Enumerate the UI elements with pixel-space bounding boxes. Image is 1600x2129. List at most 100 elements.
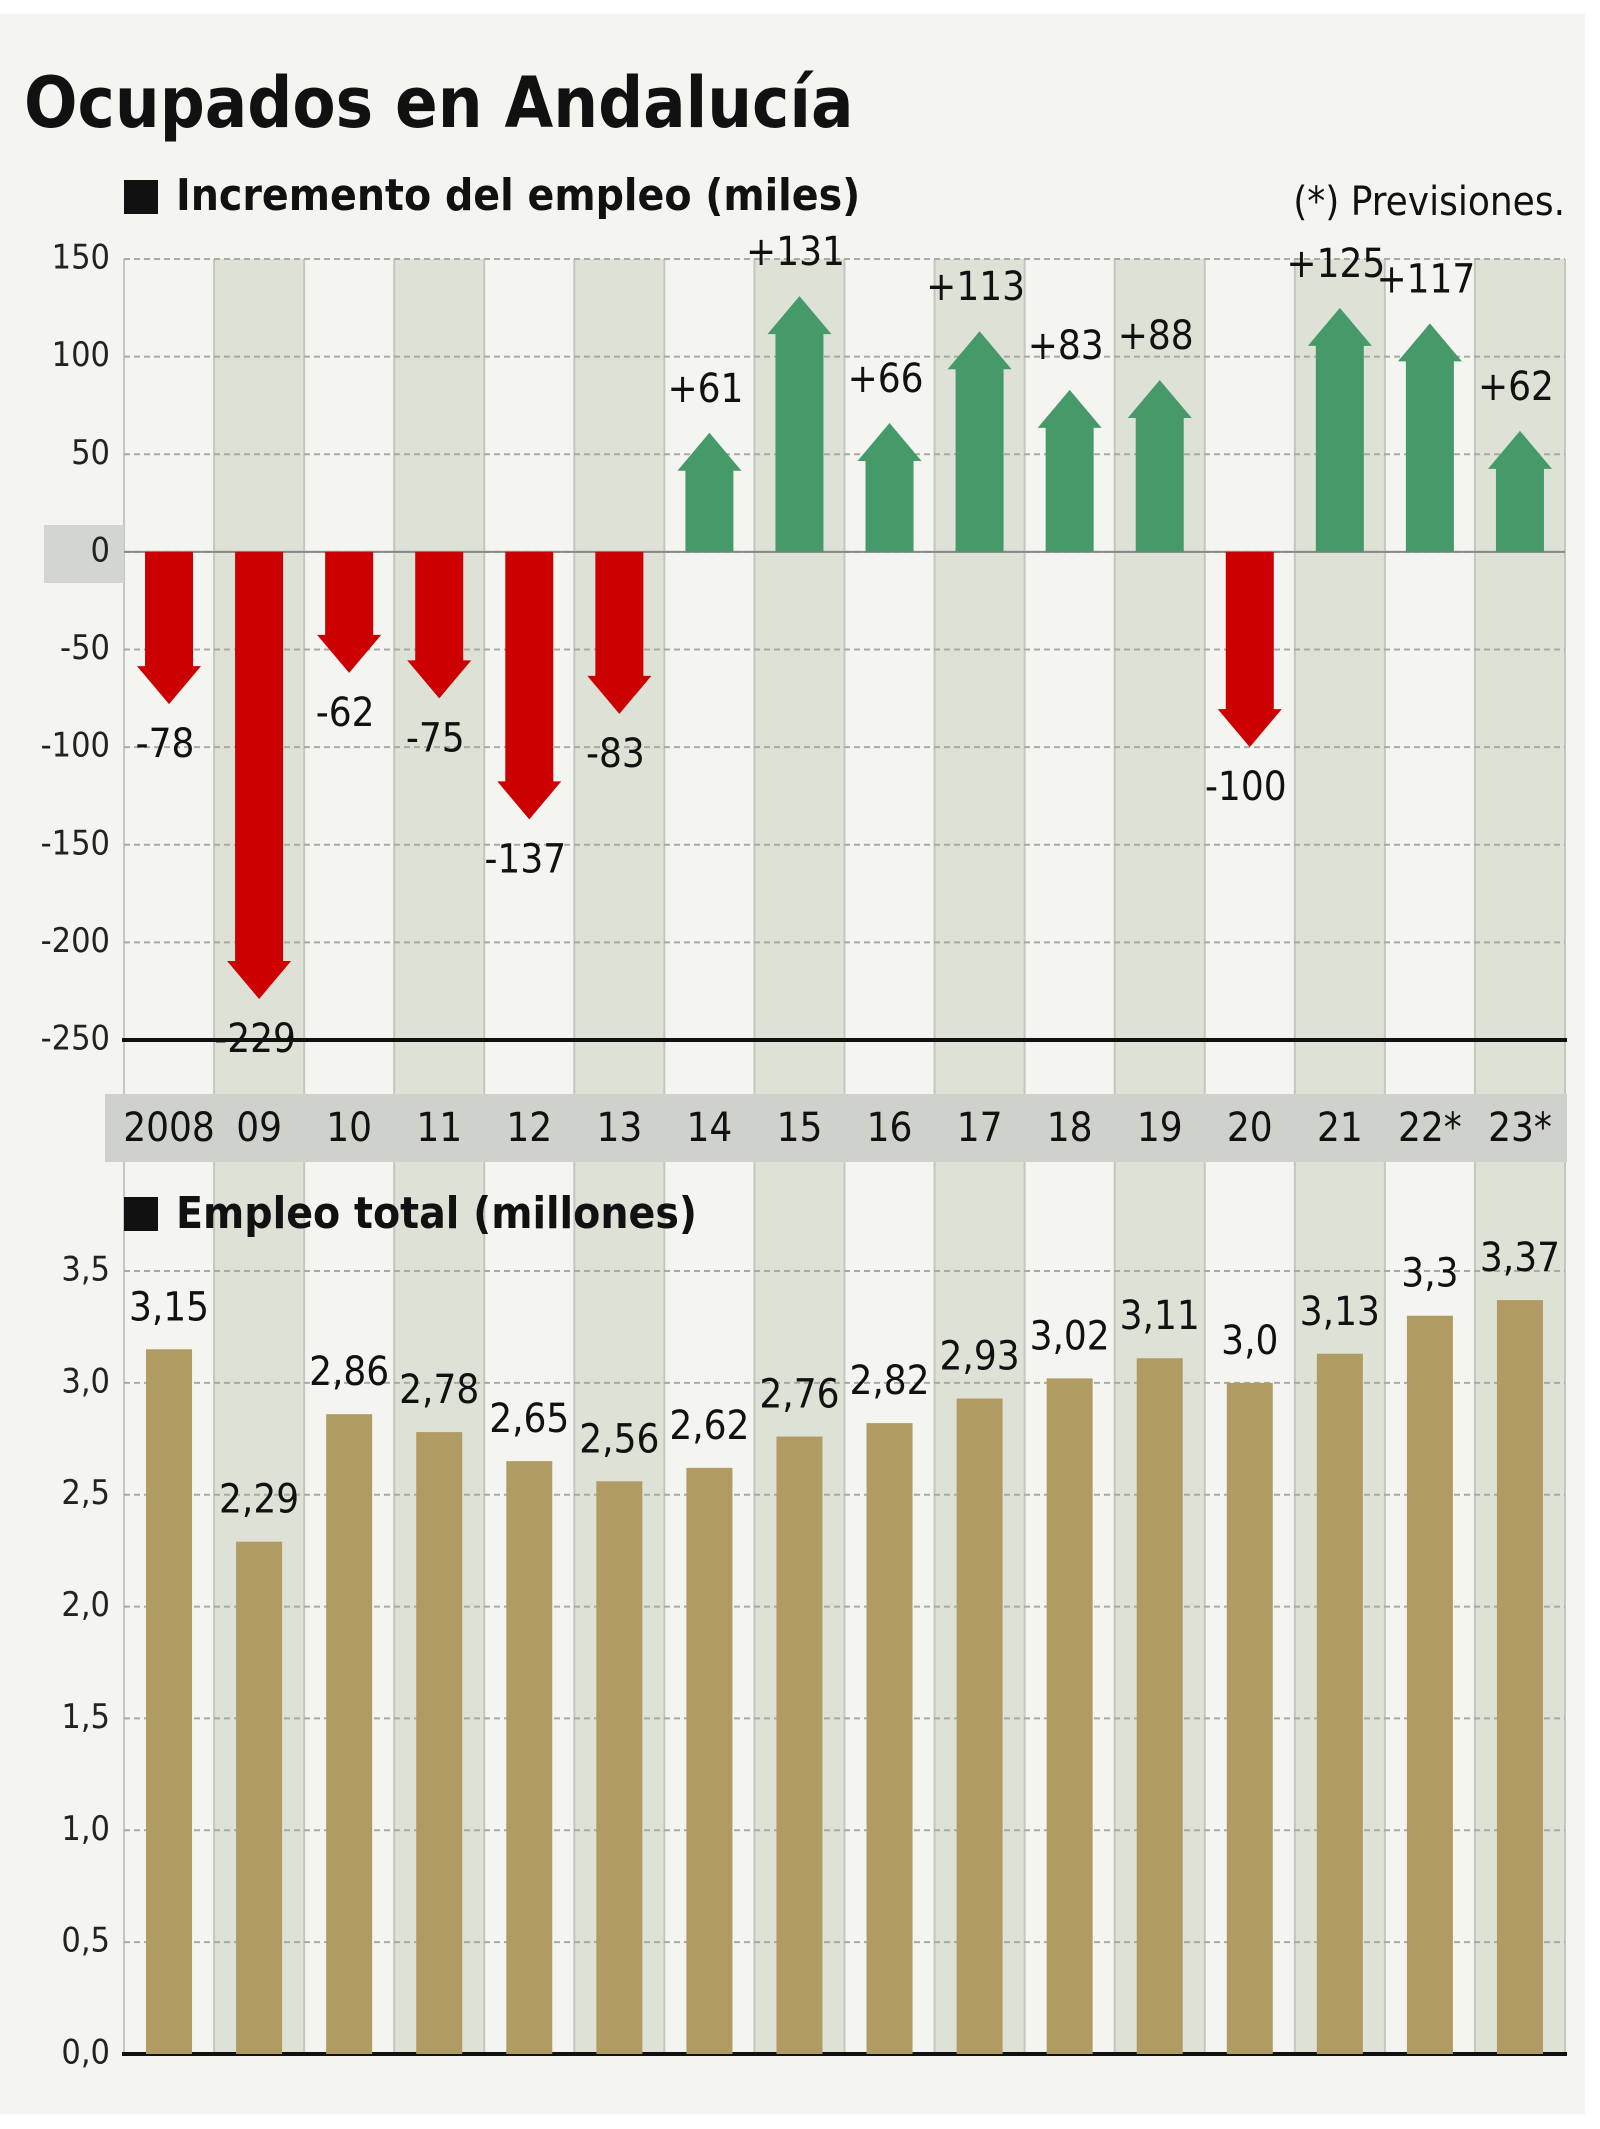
y-tick-label: 1,0	[61, 1809, 110, 1849]
x-tick-label: 16	[867, 1105, 913, 1151]
bar	[416, 1432, 463, 2054]
title: Ocupados en Andalucía	[24, 62, 853, 144]
bar	[956, 1398, 1003, 2054]
y-tick-label: 2,5	[61, 1473, 110, 1513]
bar	[146, 1349, 193, 2054]
x-tick-label: 12	[506, 1105, 552, 1151]
y-tick-label: -100	[41, 726, 110, 766]
value-label: 3,0	[1221, 1318, 1278, 1364]
y-tick-label: 3,0	[61, 1361, 110, 1401]
x-tick-label: 21	[1317, 1105, 1363, 1151]
x-tick-label: 13	[596, 1105, 642, 1151]
bar	[1136, 1358, 1183, 2054]
bar	[236, 1541, 283, 2054]
arrow	[407, 551, 472, 699]
y-tick-label: 3,5	[61, 1250, 110, 1290]
x-tick-label: 10	[326, 1105, 372, 1151]
y-tick-label: 150	[52, 238, 110, 278]
value-label: -137	[484, 836, 566, 882]
value-label: +88	[1118, 313, 1194, 359]
zero-highlight	[44, 525, 124, 583]
arrow	[767, 296, 832, 552]
category-band	[105, 1094, 1567, 1162]
x-tick-label: 19	[1137, 1105, 1183, 1151]
x-tick-label: 18	[1047, 1105, 1093, 1151]
arrow	[137, 551, 202, 705]
bar	[1316, 1353, 1363, 2054]
value-label: +125	[1286, 241, 1385, 287]
x-tick-label: 09	[236, 1105, 282, 1151]
y-tick-label: 0,5	[61, 1921, 110, 1961]
y-tick-label: -150	[41, 823, 110, 863]
bar	[866, 1423, 913, 2054]
value-label: 2,56	[579, 1416, 659, 1462]
value-label: 2,78	[399, 1367, 479, 1413]
value-label: +62	[1478, 364, 1554, 410]
value-label: +113	[926, 264, 1025, 310]
value-label: 3,11	[1120, 1293, 1200, 1339]
y-tick-label: 100	[52, 335, 110, 375]
y-tick-label: 50	[71, 433, 110, 473]
x-tick-label: 15	[777, 1105, 823, 1151]
arrow	[857, 423, 922, 552]
x-tick-label: 2008	[123, 1105, 215, 1151]
value-label: -100	[1205, 764, 1287, 810]
subtitle: Empleo total (millones)	[176, 1188, 697, 1239]
arrow	[1397, 323, 1462, 552]
value-label: 3,15	[129, 1284, 209, 1330]
value-label: 2,76	[759, 1372, 839, 1418]
value-label: -62	[316, 690, 375, 736]
bar	[1226, 1382, 1273, 2054]
note: (*) Previsiones.	[1293, 179, 1565, 225]
bar	[506, 1461, 553, 2054]
bar	[596, 1481, 643, 2054]
y-tick-label: 2,0	[61, 1585, 110, 1625]
value-label: +61	[667, 366, 743, 412]
y-tick-label: 0	[91, 530, 110, 570]
value-label: 2,62	[669, 1403, 749, 1449]
value-label: 2,65	[489, 1396, 569, 1442]
value-label: 3,13	[1300, 1289, 1380, 1335]
value-label: +131	[746, 229, 845, 275]
arrow	[1127, 380, 1192, 552]
y-tick-label: -250	[41, 1019, 110, 1059]
bar	[326, 1414, 373, 2054]
legend-square	[124, 1197, 158, 1231]
legend-square	[124, 180, 158, 214]
value-label: +83	[1028, 323, 1104, 369]
value-label: 2,86	[309, 1349, 389, 1395]
bar	[1496, 1300, 1543, 2054]
arrow	[587, 551, 652, 714]
arrow	[1217, 551, 1282, 748]
value-label: 2,93	[940, 1334, 1020, 1380]
value-label: 2,29	[219, 1477, 299, 1523]
y-tick-label: -200	[41, 921, 110, 961]
subtitle: Incremento del empleo (miles)	[176, 170, 860, 221]
bar	[686, 1467, 733, 2054]
value-label: 3,37	[1480, 1235, 1560, 1281]
arrow	[1487, 430, 1552, 552]
bar	[776, 1436, 823, 2054]
value-label: +66	[848, 356, 924, 402]
arrow	[947, 331, 1012, 552]
x-tick-label: 20	[1227, 1105, 1273, 1151]
value-label: +117	[1376, 256, 1475, 302]
y-tick-label: -50	[60, 628, 110, 668]
value-label: -83	[586, 731, 645, 777]
value-label: 2,82	[849, 1358, 929, 1404]
value-label: -229	[214, 1016, 296, 1062]
arrow	[1037, 389, 1102, 552]
arrow	[317, 551, 382, 673]
y-tick-label: 1,5	[61, 1697, 110, 1737]
arrow	[1307, 307, 1372, 552]
bar	[1406, 1315, 1453, 2054]
x-tick-label: 23*	[1488, 1105, 1552, 1151]
arrow	[497, 551, 562, 820]
x-tick-label: 22*	[1398, 1105, 1462, 1151]
arrow	[227, 551, 292, 999]
arrow	[677, 432, 742, 552]
value-label: 3,02	[1030, 1313, 1110, 1359]
x-tick-label: 11	[416, 1105, 462, 1151]
x-tick-label: 14	[687, 1105, 733, 1151]
